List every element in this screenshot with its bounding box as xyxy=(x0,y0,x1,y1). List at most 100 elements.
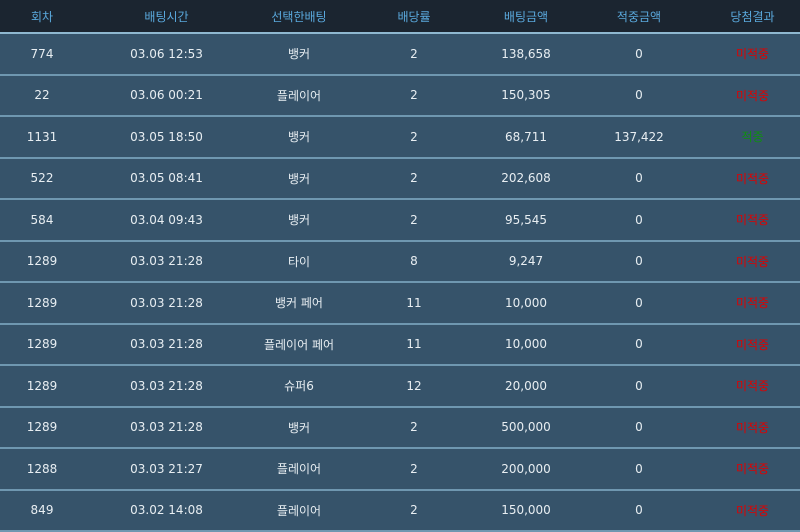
round-cell: 1288 xyxy=(0,448,84,491)
amount-cell: 95,545 xyxy=(479,199,573,242)
result-cell: 미적중 xyxy=(705,199,800,242)
bet-cell: 뱅커 페어 xyxy=(249,282,349,325)
amount-cell: 10,000 xyxy=(479,323,573,366)
header-payout: 적중금액 xyxy=(573,0,705,34)
odds-cell: 12 xyxy=(349,365,479,408)
payout-cell: 0 xyxy=(573,157,705,200)
round-cell: 1289 xyxy=(0,282,84,325)
payout-cell: 0 xyxy=(573,323,705,366)
result-cell: 적중 xyxy=(705,116,800,159)
time-cell: 03.03 21:28 xyxy=(84,406,249,449)
result-cell: 미적중 xyxy=(705,489,800,532)
time-cell: 03.03 21:28 xyxy=(84,240,249,283)
amount-cell: 68,711 xyxy=(479,116,573,159)
odds-cell: 11 xyxy=(349,282,479,325)
amount-cell: 500,000 xyxy=(479,406,573,449)
odds-cell: 2 xyxy=(349,199,479,242)
bet-cell: 슈퍼6 xyxy=(249,365,349,408)
table-row: 1289 03.03 21:28 뱅커 페어 11 10,000 0 미적중 xyxy=(0,282,800,325)
table-header: 회차 배팅시간 선택한배팅 배당률 배팅금액 적중금액 당첨결과 xyxy=(0,0,800,34)
round-cell: 22 xyxy=(0,74,84,117)
header-result: 당첨결과 xyxy=(705,0,800,34)
odds-cell: 2 xyxy=(349,116,479,159)
amount-cell: 200,000 xyxy=(479,448,573,491)
table-row: 774 03.06 12:53 뱅커 2 138,658 0 미적중 xyxy=(0,33,800,76)
odds-cell: 2 xyxy=(349,157,479,200)
payout-cell: 0 xyxy=(573,406,705,449)
amount-cell: 20,000 xyxy=(479,365,573,408)
payout-cell: 0 xyxy=(573,240,705,283)
payout-cell: 0 xyxy=(573,448,705,491)
header-round: 회차 xyxy=(0,0,84,34)
result-cell: 미적중 xyxy=(705,157,800,200)
result-cell: 미적중 xyxy=(705,323,800,366)
odds-cell: 2 xyxy=(349,406,479,449)
amount-cell: 10,000 xyxy=(479,282,573,325)
payout-cell: 0 xyxy=(573,199,705,242)
amount-cell: 150,000 xyxy=(479,489,573,532)
odds-cell: 2 xyxy=(349,489,479,532)
round-cell: 774 xyxy=(0,33,84,76)
round-cell: 849 xyxy=(0,489,84,532)
header-bet: 선택한배팅 xyxy=(249,0,349,34)
bet-cell: 플레이어 xyxy=(249,489,349,532)
odds-cell: 2 xyxy=(349,74,479,117)
round-cell: 1289 xyxy=(0,323,84,366)
time-cell: 03.03 21:28 xyxy=(84,365,249,408)
table-row: 22 03.06 00:21 플레이어 2 150,305 0 미적중 xyxy=(0,74,800,117)
bet-cell: 뱅커 xyxy=(249,116,349,159)
bet-cell: 플레이어 xyxy=(249,448,349,491)
amount-cell: 9,247 xyxy=(479,240,573,283)
result-cell: 미적중 xyxy=(705,365,800,408)
time-cell: 03.02 14:08 xyxy=(84,489,249,532)
round-cell: 522 xyxy=(0,157,84,200)
payout-cell: 0 xyxy=(573,365,705,408)
bet-cell: 타이 xyxy=(249,240,349,283)
header-amount: 배팅금액 xyxy=(479,0,573,34)
odds-cell: 8 xyxy=(349,240,479,283)
table-row: 584 03.04 09:43 뱅커 2 95,545 0 미적중 xyxy=(0,199,800,242)
round-cell: 1289 xyxy=(0,240,84,283)
bet-cell: 플레이어 xyxy=(249,74,349,117)
bet-cell: 뱅커 xyxy=(249,406,349,449)
bet-cell: 플레이어 페어 xyxy=(249,323,349,366)
result-cell: 미적중 xyxy=(705,282,800,325)
result-cell: 미적중 xyxy=(705,74,800,117)
bet-cell: 뱅커 xyxy=(249,199,349,242)
bet-cell: 뱅커 xyxy=(249,157,349,200)
result-cell: 미적중 xyxy=(705,240,800,283)
table-row: 849 03.02 14:08 플레이어 2 150,000 0 미적중 xyxy=(0,489,800,532)
amount-cell: 202,608 xyxy=(479,157,573,200)
amount-cell: 138,658 xyxy=(479,33,573,76)
round-cell: 584 xyxy=(0,199,84,242)
bet-cell: 뱅커 xyxy=(249,33,349,76)
header-time: 배팅시간 xyxy=(84,0,249,34)
table-row: 1289 03.03 21:28 뱅커 2 500,000 0 미적중 xyxy=(0,406,800,449)
payout-cell: 137,422 xyxy=(573,116,705,159)
payout-cell: 0 xyxy=(573,489,705,532)
payout-cell: 0 xyxy=(573,282,705,325)
table-row: 1289 03.03 21:28 슈퍼6 12 20,000 0 미적중 xyxy=(0,365,800,408)
time-cell: 03.05 18:50 xyxy=(84,116,249,159)
odds-cell: 2 xyxy=(349,33,479,76)
round-cell: 1289 xyxy=(0,406,84,449)
header-odds: 배당률 xyxy=(349,0,479,34)
amount-cell: 150,305 xyxy=(479,74,573,117)
time-cell: 03.06 00:21 xyxy=(84,74,249,117)
table-row: 522 03.05 08:41 뱅커 2 202,608 0 미적중 xyxy=(0,157,800,200)
time-cell: 03.06 12:53 xyxy=(84,33,249,76)
round-cell: 1131 xyxy=(0,116,84,159)
table-row: 1289 03.03 21:28 타이 8 9,247 0 미적중 xyxy=(0,240,800,283)
odds-cell: 2 xyxy=(349,448,479,491)
result-cell: 미적중 xyxy=(705,33,800,76)
table-row: 1289 03.03 21:28 플레이어 페어 11 10,000 0 미적중 xyxy=(0,323,800,366)
time-cell: 03.03 21:27 xyxy=(84,448,249,491)
result-cell: 미적중 xyxy=(705,448,800,491)
table-row: 1131 03.05 18:50 뱅커 2 68,711 137,422 적중 xyxy=(0,116,800,159)
round-cell: 1289 xyxy=(0,365,84,408)
result-cell: 미적중 xyxy=(705,406,800,449)
time-cell: 03.03 21:28 xyxy=(84,323,249,366)
payout-cell: 0 xyxy=(573,74,705,117)
time-cell: 03.05 08:41 xyxy=(84,157,249,200)
